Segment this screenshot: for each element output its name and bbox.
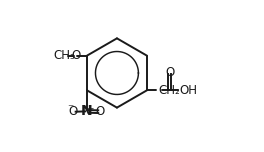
Text: ⁻: ⁻ <box>67 102 73 115</box>
Text: N: N <box>81 104 93 118</box>
Text: +: + <box>87 104 94 113</box>
Text: O: O <box>71 49 80 62</box>
Text: CH₂: CH₂ <box>159 84 180 97</box>
Text: CH₃: CH₃ <box>54 49 75 62</box>
Text: O: O <box>69 105 78 118</box>
Text: O: O <box>165 66 174 79</box>
Text: O: O <box>95 105 104 118</box>
Text: OH: OH <box>180 84 198 97</box>
